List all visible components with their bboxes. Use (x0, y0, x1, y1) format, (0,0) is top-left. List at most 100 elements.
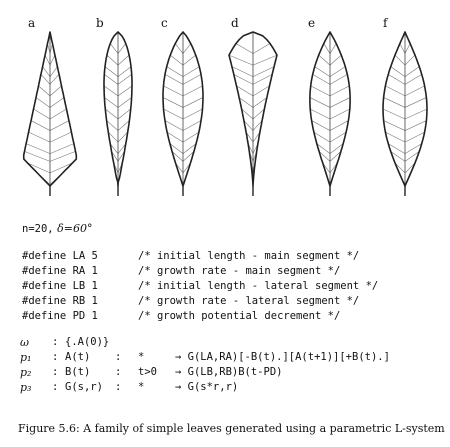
rule-successor: → G(LA,RA)[-B(t).][A(t+1)][+B(t).] (175, 350, 390, 365)
rule-condition: t>0 (138, 365, 157, 380)
leaf-vein (50, 132, 71, 142)
leaf-vein (50, 67, 57, 77)
production-rule: p₃: G(s,r): * → G(s*r,r) (20, 380, 440, 395)
leaf-vein (395, 55, 405, 65)
leaf-vein (391, 67, 405, 77)
leaf-vein (165, 74, 183, 84)
rule-predecessor: A(t) (65, 350, 90, 365)
leaf-vein (384, 121, 405, 131)
leaf-vein (165, 121, 183, 131)
leaf-vein (183, 67, 199, 77)
rule-label: p₃ (20, 380, 31, 395)
leaf-vein (324, 44, 330, 54)
parameters-line: n=20, δ=60° (22, 222, 92, 235)
leaf-vein (330, 55, 341, 65)
leaf-vein (28, 163, 51, 173)
rule-predecessor: {.A(0)} (65, 335, 109, 350)
leaf-label: d (231, 16, 239, 30)
leaf-vein (319, 55, 330, 65)
leaf-vein (183, 109, 202, 119)
leaf-vein (43, 67, 50, 77)
rule-condition: * (138, 350, 144, 365)
leaf-vein (164, 109, 183, 119)
leaf-vein (385, 132, 405, 142)
define-statement: #define LB 1 (22, 279, 98, 294)
leaf-vein (105, 67, 118, 77)
leaf-vein (183, 74, 201, 84)
leaf-label: e (308, 16, 315, 30)
leaf-vein (50, 121, 69, 131)
leaf-vein (50, 74, 59, 84)
leaf-vein (388, 74, 405, 84)
leaf-e: e (308, 16, 350, 196)
define-comment: /* initial length - lateral segment */ (138, 279, 378, 294)
leaf-vein (405, 132, 425, 142)
leaf-d: d (229, 16, 277, 196)
leaf-vein (110, 44, 118, 54)
leaf-vein (104, 74, 118, 84)
leaf-vein (38, 86, 50, 96)
leaf-label: c (161, 16, 168, 30)
leaf-vein (31, 121, 50, 131)
leaf-vein (312, 121, 330, 131)
leaf-vein (385, 86, 405, 96)
leaf-figure: a b c d e f (0, 0, 450, 215)
leaf-vein (26, 144, 50, 154)
rule-separator: : (52, 335, 58, 350)
leaf-vein (330, 121, 348, 131)
leaf-vein (50, 109, 66, 119)
rule-successor: → G(LB,RB)B(t-PD) (175, 365, 282, 380)
leaf-vein (118, 55, 129, 65)
leaf-vein (183, 86, 203, 96)
leaf-vein (330, 97, 350, 107)
leaf-vein (315, 67, 330, 77)
leaf-vein (384, 97, 405, 107)
leaf-vein (50, 55, 55, 65)
rule-label: ω (20, 335, 29, 350)
leaf-a: a (24, 16, 77, 196)
define-comment: /* initial length - main segment */ (138, 249, 359, 264)
leaf-vein (405, 109, 427, 119)
leaf-vein (50, 97, 64, 107)
leaf-vein (118, 67, 131, 77)
leaf-vein (234, 74, 253, 84)
rule-successor: → G(s*r,r) (175, 380, 238, 395)
leaf-vein (253, 55, 277, 65)
define-statement: #define RB 1 (22, 294, 98, 309)
leaf-vein (36, 97, 50, 107)
rule-separator: : (115, 365, 121, 380)
production-rule: ω: {.A(0)} (20, 335, 440, 350)
define-comment: /* growth rate - main segment */ (138, 264, 340, 279)
leaf-vein (313, 74, 330, 84)
leaf-vein (183, 55, 196, 65)
leaf-vein (107, 55, 118, 65)
rule-predecessor: B(t) (65, 365, 90, 380)
leaf-vein (310, 109, 330, 119)
rule-separator: : (115, 380, 121, 395)
rule-label: p₁ (20, 350, 31, 365)
leaf-vein (311, 86, 330, 96)
leaf-vein (29, 132, 50, 142)
iteration-count: n=20, (22, 223, 54, 235)
leaf-vein (405, 67, 419, 77)
rule-label: p₂ (20, 365, 31, 380)
production-rule: p₂: B(t): t>0 → G(LB,RB)B(t-PD) (20, 365, 440, 380)
define-comment: /* growth rate - lateral segment */ (138, 294, 359, 309)
define-row: #define RB 1 /* growth rate - lateral seg… (22, 294, 442, 309)
leaf-vein (330, 109, 350, 119)
leaf-vein (253, 44, 270, 54)
define-statement: #define LA 5 (22, 249, 98, 264)
define-row: #define LA 5 /* initial length - main seg… (22, 249, 442, 264)
branching-angle: δ=60° (57, 222, 92, 235)
leaf-vein (330, 74, 347, 84)
leaf-vein (104, 97, 118, 107)
leaf-vein (118, 74, 132, 84)
rule-separator: : (115, 350, 121, 365)
leaf-vein (253, 74, 272, 84)
leaf-vein (405, 55, 415, 65)
leaf-vein (167, 67, 183, 77)
leaf-vein (175, 44, 183, 54)
leaf-vein (183, 44, 191, 54)
leaf-vein (41, 74, 50, 84)
leaf-vein (163, 86, 183, 96)
